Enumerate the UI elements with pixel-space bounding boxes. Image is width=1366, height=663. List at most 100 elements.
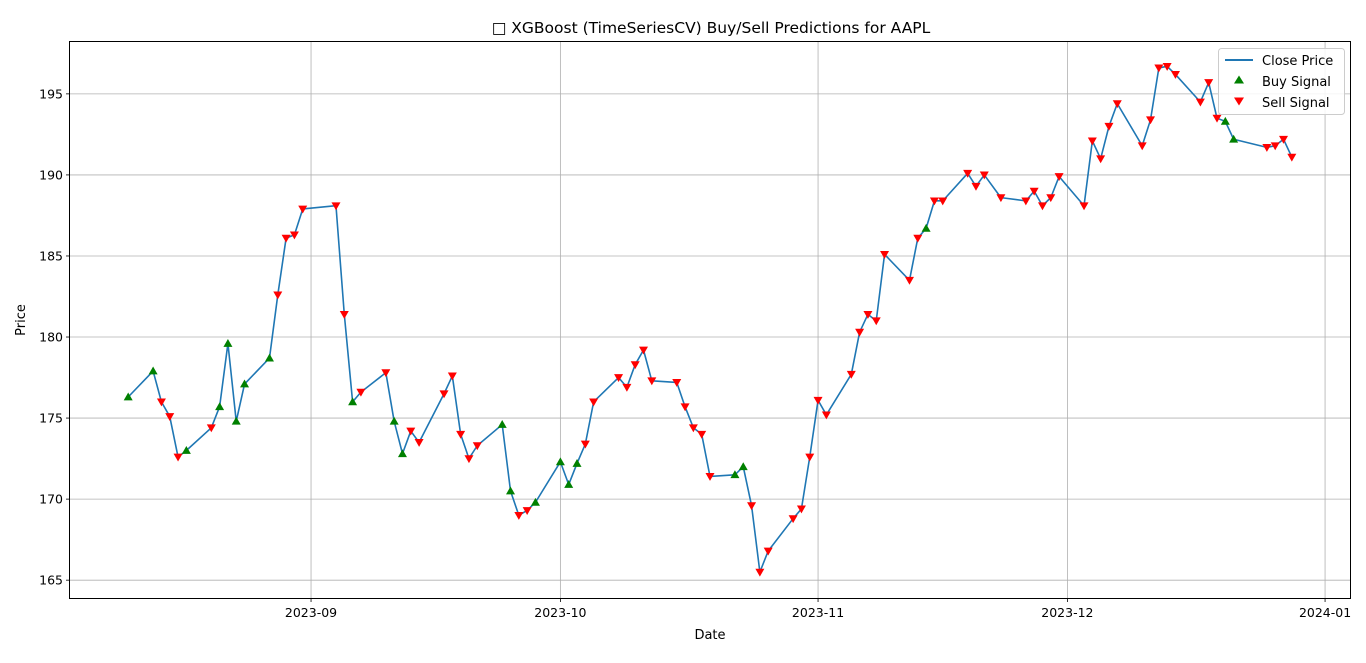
sell-signal-marker xyxy=(963,169,973,178)
sell-signal-marker xyxy=(871,317,881,326)
sell-signal-marker xyxy=(979,171,989,180)
sell-signal-marker xyxy=(1087,137,1097,146)
sell-signal-marker xyxy=(156,398,166,407)
sell-signal-marker xyxy=(165,413,175,421)
sell-signal-marker xyxy=(929,197,939,206)
sell-signal-marker xyxy=(1104,122,1114,131)
sell-signal-marker xyxy=(863,310,873,319)
sell-signal-marker xyxy=(796,505,806,514)
sell-signal-marker xyxy=(1096,155,1106,164)
y-axis-label: Price xyxy=(14,304,29,336)
buy-signal-marker xyxy=(738,462,748,471)
sell-signal-marker xyxy=(1037,202,1047,211)
x-tick-label: 2023-12 xyxy=(1041,605,1093,620)
buy-signal-marker xyxy=(397,449,407,458)
buy-signal-marker xyxy=(240,379,250,388)
sell-signal-marker xyxy=(381,369,391,378)
sell-signal-marker xyxy=(439,390,449,399)
sell-signal-marker xyxy=(580,440,590,449)
sell-signal-marker xyxy=(1079,202,1089,211)
sell-signal-marker xyxy=(331,202,341,211)
sell-signal-marker xyxy=(1195,98,1205,107)
legend-box xyxy=(1218,48,1345,115)
sell-signal-marker xyxy=(273,291,283,300)
buy-signal-marker xyxy=(215,402,225,411)
buy-signal-marker xyxy=(506,486,516,495)
x-tick-label: 2023-09 xyxy=(285,605,337,620)
sell-signal-marker xyxy=(281,234,291,243)
sell-signal-marker xyxy=(1154,64,1164,73)
sell-signal-marker xyxy=(522,507,532,515)
legend-sell-marker xyxy=(1234,97,1244,106)
sell-signal-marker xyxy=(447,372,457,381)
sell-signal-marker xyxy=(904,276,914,285)
sell-signal-marker xyxy=(846,370,856,379)
buy-signal-marker xyxy=(730,470,740,479)
sell-signal-marker xyxy=(697,430,707,439)
sell-signal-marker xyxy=(472,442,482,451)
sell-signal-marker xyxy=(938,197,948,206)
sell-signal-marker xyxy=(1279,135,1289,144)
buy-signal-marker xyxy=(348,397,358,406)
sell-signal-marker xyxy=(1270,142,1280,151)
sell-signal-marker xyxy=(1204,79,1214,88)
x-tick-label: 2023-11 xyxy=(792,605,844,620)
buy-signal-marker xyxy=(530,497,540,506)
buy-signal-marker xyxy=(223,339,233,347)
legend: Close Price Buy Signal Sell Signal xyxy=(1218,48,1345,115)
sell-signal-marker xyxy=(339,310,349,319)
y-tick-label: 180 xyxy=(39,330,63,345)
sell-signal-marker xyxy=(1054,173,1064,182)
sell-signal-marker xyxy=(639,346,649,355)
buy-signal-marker xyxy=(921,223,931,232)
sell-signal-marker xyxy=(755,568,765,577)
buy-signal-marker xyxy=(389,416,399,425)
buy-signal-marker xyxy=(181,445,191,454)
sell-signal-marker xyxy=(589,398,599,407)
buy-signal-marker xyxy=(123,392,133,401)
sell-signal-marker xyxy=(813,396,823,405)
x-tick-label: 2023-10 xyxy=(534,605,586,620)
sell-signal-marker xyxy=(788,515,798,524)
buy-signal-marker xyxy=(264,353,274,362)
sell-signal-marker xyxy=(996,194,1006,203)
sell-signal-marker xyxy=(1046,194,1056,203)
legend-buy-marker xyxy=(1234,75,1244,84)
legend-label-close-price: Close Price xyxy=(1262,54,1333,69)
legend-label-buy-signal: Buy Signal xyxy=(1262,75,1331,90)
sell-signal-marker xyxy=(614,374,624,383)
sell-signal-marker xyxy=(680,403,690,412)
legend-label-sell-signal: Sell Signal xyxy=(1262,96,1330,111)
buy-signal-marker xyxy=(148,366,158,375)
sell-signal-marker xyxy=(173,453,183,462)
sell-signal-marker xyxy=(514,511,524,520)
chart-title: □ XGBoost (TimeSeriesCV) Buy/Sell Predic… xyxy=(492,19,931,37)
sell-signal-marker xyxy=(747,502,757,511)
sell-signal-marker xyxy=(356,388,366,397)
sell-signal-marker xyxy=(1029,187,1039,196)
buy-signal-marker xyxy=(1229,134,1239,143)
sell-signal-marker xyxy=(1170,71,1180,79)
sell-signal-marker xyxy=(647,377,657,386)
sell-signal-marker xyxy=(630,361,640,370)
sell-signal-marker xyxy=(1162,62,1172,71)
sell-signal-marker xyxy=(289,231,299,240)
y-tick-label: 190 xyxy=(39,167,63,182)
sell-signal-marker xyxy=(763,547,773,556)
y-tick-label: 165 xyxy=(39,573,63,588)
sell-signal-marker xyxy=(705,473,715,481)
sell-signal-marker xyxy=(298,205,308,214)
buy-signal-marker xyxy=(572,458,582,467)
y-tick-label: 170 xyxy=(39,492,63,507)
y-tick-label: 195 xyxy=(39,86,63,101)
sell-signal-marker xyxy=(1137,142,1147,151)
sell-signal-marker xyxy=(971,182,981,191)
sell-signal-marker xyxy=(913,234,923,243)
sell-signal-marker xyxy=(855,328,865,337)
sell-signal-marker xyxy=(464,455,474,464)
sell-signal-marker xyxy=(1112,100,1122,109)
buy-signal-marker xyxy=(555,457,565,466)
sell-signal-marker xyxy=(622,383,632,392)
buy-signal-marker xyxy=(231,416,241,425)
